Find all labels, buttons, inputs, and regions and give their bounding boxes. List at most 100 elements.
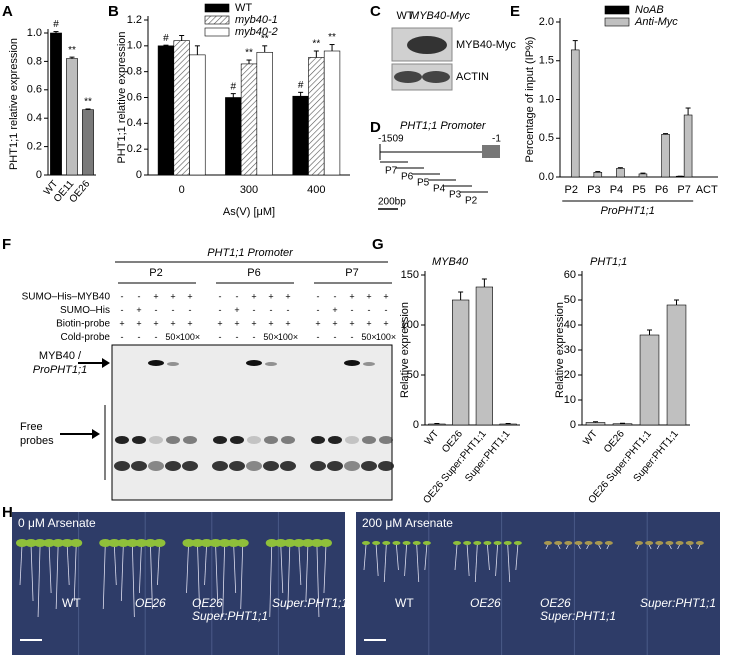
sign: - [334,332,337,342]
root [113,544,117,586]
root [102,544,106,610]
photo [356,512,720,655]
bar [593,172,603,178]
x-tick-label: 0 [179,184,185,196]
cotyledon [200,539,213,547]
y-axis-label: Relative expression [554,302,566,398]
sign: + [251,291,256,301]
sign: + [153,291,158,301]
x-tick-label: P3 [587,184,600,196]
band [362,436,376,444]
root [66,544,70,586]
cotyledon [153,539,166,547]
cotyledon [182,539,195,547]
root [586,544,589,550]
sign: - [155,305,158,315]
sign: 100× [180,332,200,342]
cotyledon [665,541,674,545]
cotyledon [594,541,603,545]
fragment-label: P2 [465,196,478,207]
y-tick-label: 60 [564,269,576,281]
cotyledon [265,539,278,547]
root [454,544,458,571]
x-tick-label: OE26 [602,428,627,455]
sign: + [268,318,273,328]
sign: - [236,332,239,342]
panel-letter: E [510,3,520,20]
root [197,544,200,610]
y-tick-label: 0.6 [127,91,142,103]
cotyledon [372,541,381,545]
band [148,461,164,471]
cotyledon [43,539,56,547]
fragment-label: P4 [433,184,446,195]
band [327,461,343,471]
root [669,544,672,550]
cotyledon [392,541,401,545]
y-tick-label: 1.0 [539,93,554,105]
bar [240,63,258,176]
y-tick-label: 0 [136,169,142,181]
sign: - [334,291,337,301]
band-label: ProPHT1;1 [33,364,87,376]
bar [173,40,190,176]
cotyledon [645,541,654,545]
annotation: # [163,33,169,44]
bar [452,299,470,426]
cotyledon [16,539,28,547]
genotype-label: Super:PHT1;1 [540,609,616,623]
genotype-label: OE26 [540,596,571,610]
x-tick-label: WT [581,429,599,448]
cotyledon [283,539,296,547]
band [131,461,147,471]
sign: + [315,318,320,328]
root [557,544,561,550]
cotyledon [554,541,563,545]
y-tick-label: 0.5 [539,132,554,144]
x-tick-label: P5 [632,184,645,196]
root [186,544,189,594]
annotation: # [53,19,59,30]
cotyledon [191,539,204,547]
x-tick-label: P6 [655,184,668,196]
x-tick-label: ACT [696,184,718,196]
root [157,544,160,586]
sign: + [383,318,388,328]
root [545,544,549,550]
sign: 100× [278,332,298,342]
cotyledon [635,541,643,545]
sign: - [317,332,320,342]
root [466,544,470,577]
root [204,544,207,586]
panel-letter: B [108,3,119,20]
root [565,544,569,550]
band [361,461,377,471]
sign: - [351,305,354,315]
cotyledon [218,539,231,547]
probe-label: P2 [149,267,162,279]
band [114,461,130,471]
cotyledon [25,539,38,547]
annotation: ** [84,97,92,108]
cotyledon [544,541,552,545]
legend-swatch [604,17,630,27]
y-tick-label: 0.8 [127,66,142,78]
cotyledon [126,539,139,547]
y-tick-label: 50 [407,369,419,381]
root [215,544,219,602]
genotype-label: OE26 [135,596,166,610]
root [150,544,153,610]
root [396,544,399,571]
cotyledon [144,539,157,547]
sign: + [349,318,354,328]
sign: - [219,291,222,301]
genotype-label: Super:PHT1;1 [272,596,348,610]
sign: + [383,291,388,301]
x-axis-label: As(V) [μM] [223,206,275,218]
annotation: ** [328,32,336,43]
root [578,544,581,550]
bar [638,173,648,178]
cotyledon [695,541,704,545]
legend-swatch [204,27,230,37]
band [378,461,394,471]
